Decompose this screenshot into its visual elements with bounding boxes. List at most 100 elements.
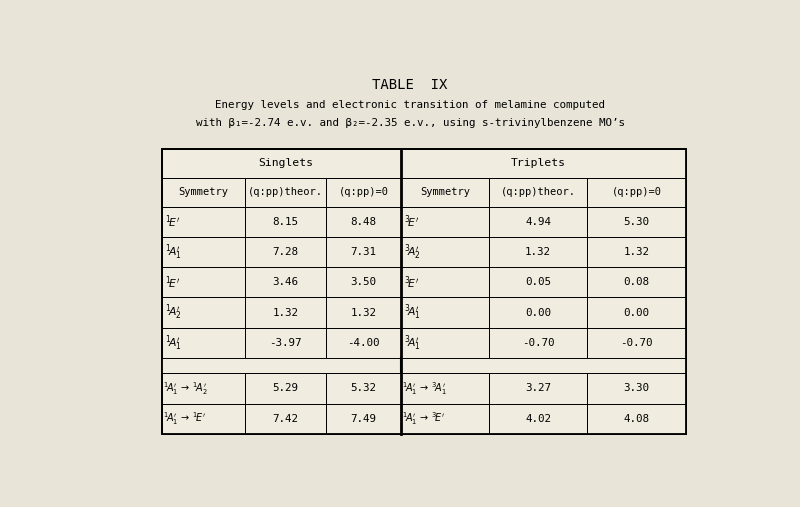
- Bar: [326, 373, 401, 404]
- Text: 3.50: 3.50: [350, 277, 377, 287]
- Text: 7.31: 7.31: [350, 247, 377, 257]
- Text: $^1\!A_1'$ $\!\rightarrow\!$ $^3\!A_1'$: $^1\!A_1'$ $\!\rightarrow\!$ $^3\!A_1'$: [402, 380, 447, 397]
- Bar: [489, 328, 587, 358]
- Text: 4.02: 4.02: [525, 414, 551, 423]
- Text: $^1\!E'$: $^1\!E'$: [165, 214, 180, 230]
- Text: 3.46: 3.46: [272, 277, 298, 287]
- Bar: [162, 149, 401, 178]
- Bar: [162, 178, 245, 207]
- Bar: [326, 298, 401, 328]
- Text: 0.05: 0.05: [525, 277, 551, 287]
- Text: Symmetry: Symmetry: [420, 188, 470, 197]
- Bar: [401, 373, 489, 404]
- Bar: [162, 267, 245, 298]
- Bar: [326, 237, 401, 267]
- Bar: [245, 178, 326, 207]
- Text: $^3\!A_2'$: $^3\!A_2'$: [404, 242, 421, 262]
- Text: $^1\!A_2'$: $^1\!A_2'$: [165, 303, 182, 322]
- Text: with β₁=-2.74 e.v. and β₂=-2.35 e.v., using s-trivinylbenzene MO’s: with β₁=-2.74 e.v. and β₂=-2.35 e.v., us…: [195, 118, 625, 128]
- Text: $^1\!A_1'$: $^1\!A_1'$: [165, 333, 182, 352]
- Bar: [245, 237, 326, 267]
- Text: Triplets: Triplets: [510, 158, 566, 168]
- Bar: [489, 267, 587, 298]
- Bar: [245, 207, 326, 237]
- Text: 5.30: 5.30: [624, 217, 650, 227]
- Bar: [587, 373, 686, 404]
- Bar: [245, 328, 326, 358]
- Bar: [401, 404, 489, 433]
- Bar: [587, 328, 686, 358]
- Bar: [326, 267, 401, 298]
- Text: (q:pp)=0: (q:pp)=0: [612, 188, 662, 197]
- Text: 7.49: 7.49: [350, 414, 377, 423]
- Bar: [401, 267, 489, 298]
- Bar: [162, 207, 245, 237]
- Text: -0.70: -0.70: [522, 338, 554, 348]
- Text: 4.08: 4.08: [624, 414, 650, 423]
- Bar: [326, 328, 401, 358]
- Text: 4.94: 4.94: [525, 217, 551, 227]
- Text: (q:pp)theor.: (q:pp)theor.: [501, 188, 576, 197]
- Text: 0.00: 0.00: [525, 308, 551, 317]
- Text: (q:pp)theor.: (q:pp)theor.: [248, 188, 323, 197]
- Text: 7.28: 7.28: [272, 247, 298, 257]
- Text: 7.42: 7.42: [272, 414, 298, 423]
- Text: $^1\!A_1'$ $\!\rightarrow\!$ $^1\!E'$: $^1\!A_1'$ $\!\rightarrow\!$ $^1\!E'$: [163, 410, 206, 427]
- Text: -0.70: -0.70: [621, 338, 653, 348]
- Text: $^3\!A_1'$: $^3\!A_1'$: [404, 333, 421, 352]
- Bar: [587, 237, 686, 267]
- Bar: [245, 373, 326, 404]
- Text: $^1\!E'$: $^1\!E'$: [165, 274, 180, 291]
- Bar: [326, 178, 401, 207]
- Bar: [401, 207, 489, 237]
- Text: Energy levels and electronic transition of melamine computed: Energy levels and electronic transition …: [215, 100, 605, 110]
- Bar: [401, 178, 489, 207]
- Bar: [587, 404, 686, 433]
- Bar: [326, 404, 401, 433]
- Text: 8.48: 8.48: [350, 217, 377, 227]
- Bar: [162, 404, 245, 433]
- Text: 5.29: 5.29: [272, 383, 298, 393]
- Bar: [401, 298, 489, 328]
- Bar: [245, 298, 326, 328]
- Bar: [401, 328, 489, 358]
- Bar: [489, 298, 587, 328]
- Text: 3.27: 3.27: [525, 383, 551, 393]
- Text: 5.32: 5.32: [350, 383, 377, 393]
- Bar: [162, 328, 245, 358]
- Text: (q:pp)=0: (q:pp)=0: [338, 188, 389, 197]
- Text: $^1\!A_1'$: $^1\!A_1'$: [165, 242, 182, 262]
- Bar: [401, 237, 489, 267]
- Bar: [401, 149, 686, 178]
- Text: 1.32: 1.32: [624, 247, 650, 257]
- Text: Symmetry: Symmetry: [178, 188, 228, 197]
- Text: 1.32: 1.32: [350, 308, 377, 317]
- Bar: [245, 267, 326, 298]
- Bar: [162, 298, 245, 328]
- Text: -3.97: -3.97: [269, 338, 302, 348]
- Bar: [245, 404, 326, 433]
- Bar: [587, 207, 686, 237]
- Bar: [162, 358, 686, 373]
- Text: 3.30: 3.30: [624, 383, 650, 393]
- Text: $^1\!A_1'$ $\!\rightarrow\!$ $^1\!A_2'$: $^1\!A_1'$ $\!\rightarrow\!$ $^1\!A_2'$: [163, 380, 208, 397]
- Bar: [489, 373, 587, 404]
- Bar: [587, 267, 686, 298]
- Bar: [489, 207, 587, 237]
- Bar: [162, 373, 245, 404]
- Bar: [489, 178, 587, 207]
- Text: TABLE  IX: TABLE IX: [372, 79, 448, 92]
- Text: 0.00: 0.00: [624, 308, 650, 317]
- Text: $^3\!E'$: $^3\!E'$: [404, 274, 419, 291]
- Text: $^3\!E'$: $^3\!E'$: [404, 214, 419, 230]
- Text: 1.32: 1.32: [272, 308, 298, 317]
- Text: 0.08: 0.08: [624, 277, 650, 287]
- Bar: [587, 178, 686, 207]
- Text: 8.15: 8.15: [272, 217, 298, 227]
- Text: -4.00: -4.00: [347, 338, 380, 348]
- Bar: [587, 298, 686, 328]
- Text: $^3\!A_1'$: $^3\!A_1'$: [404, 303, 421, 322]
- Text: 1.32: 1.32: [525, 247, 551, 257]
- Bar: [489, 237, 587, 267]
- Text: Singlets: Singlets: [258, 158, 313, 168]
